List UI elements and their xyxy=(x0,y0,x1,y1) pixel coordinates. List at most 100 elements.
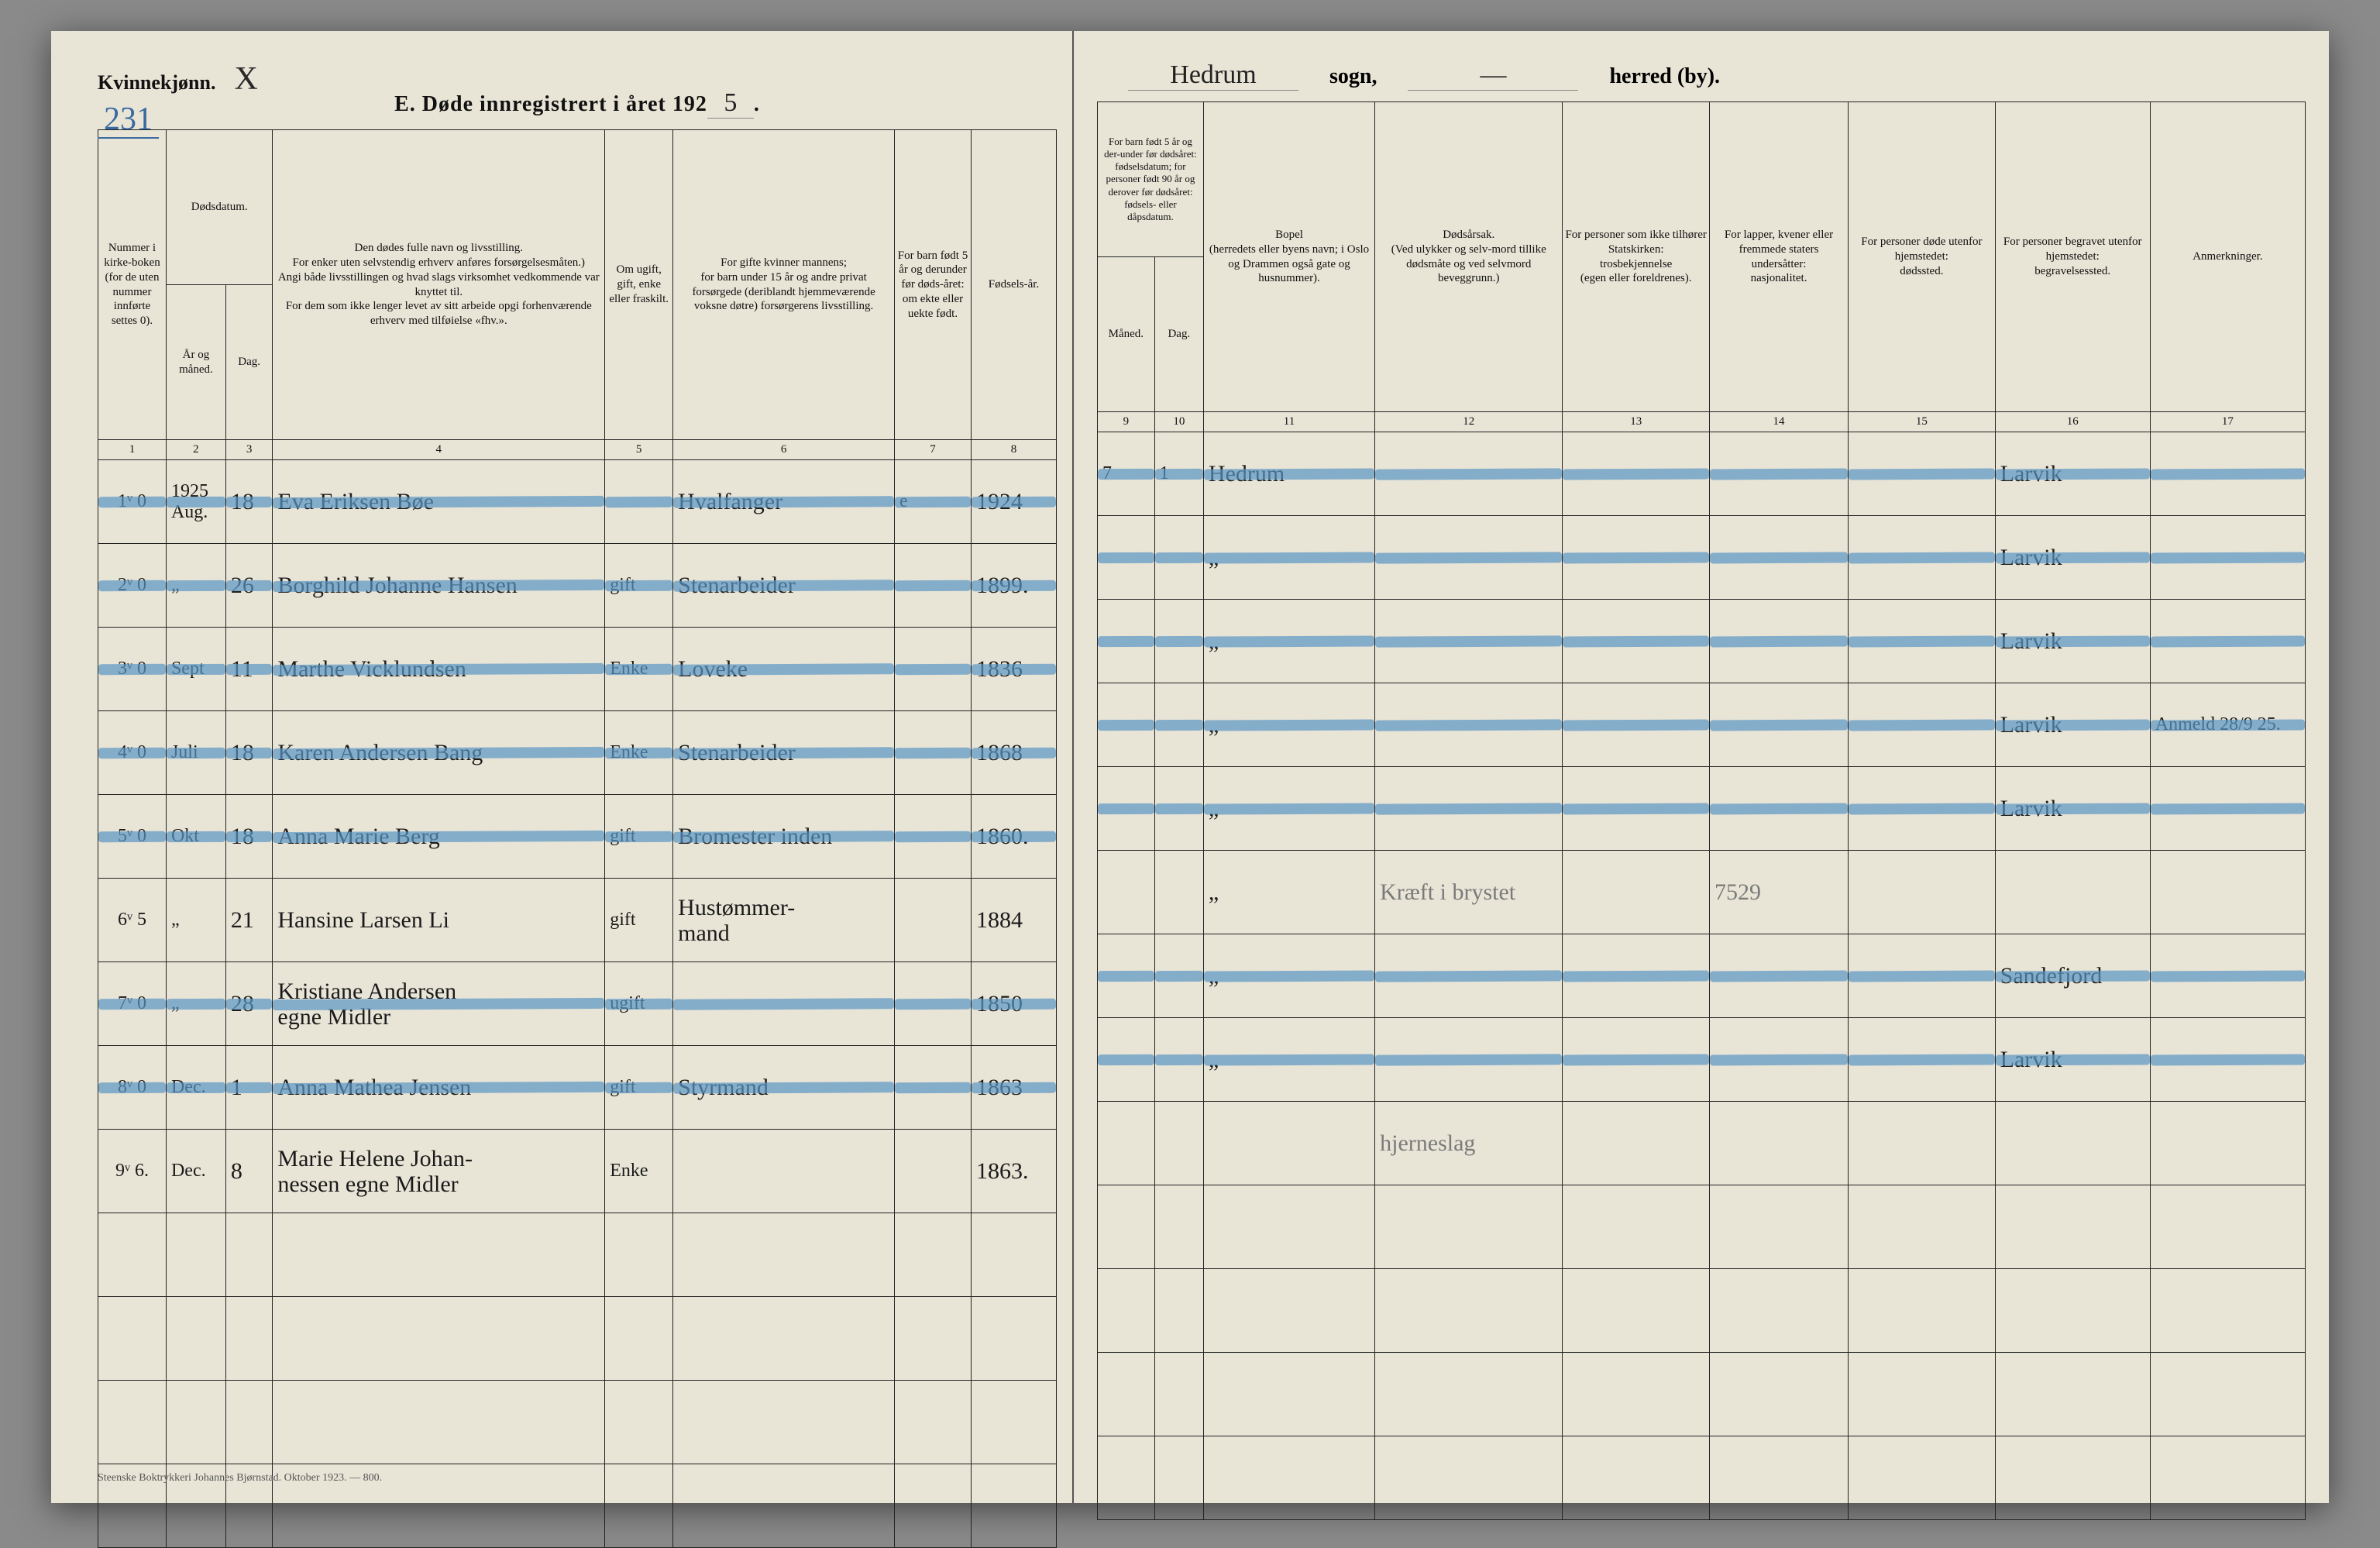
empty-cell xyxy=(1154,1269,1203,1353)
crayon-strike xyxy=(1204,803,1374,814)
provider-occupation: Hvalfanger xyxy=(673,460,895,544)
ekte-uekte-text: e xyxy=(899,491,908,511)
col9b-head: Dag. xyxy=(1154,257,1203,412)
provider-occupation: Bromester inden xyxy=(673,795,895,879)
empty-cell xyxy=(1203,1353,1374,1436)
residence-text: „ xyxy=(1209,628,1219,654)
empty-cell xyxy=(2150,1353,2305,1436)
crayon-strike xyxy=(1710,635,1848,647)
birth-year-text: 1924 xyxy=(976,489,1023,514)
death-day: 8 xyxy=(225,1130,272,1213)
entry-number: 8ᵛ 0 xyxy=(98,1046,167,1130)
nationality xyxy=(1709,600,1848,683)
colnum: 17 xyxy=(2150,412,2305,432)
death-year-month: Okt xyxy=(166,795,225,879)
nationality xyxy=(1709,432,1848,516)
table-row-empty xyxy=(98,1297,1057,1381)
table-row: „LarvikAnmeld 28/9 25. xyxy=(1098,683,2306,767)
empty-cell xyxy=(2150,1436,2305,1520)
birth-month xyxy=(1098,851,1155,934)
table-body-left: 1ᵛ 01925 Aug.18Eva Eriksen BøeHvalfanger… xyxy=(98,460,1057,1548)
burial-place-text: Larvik xyxy=(2000,796,2062,821)
empty-cell xyxy=(1203,1436,1374,1520)
crayon-strike xyxy=(895,1082,971,1093)
birth-year-text: 1899. xyxy=(976,573,1029,598)
provider-occupation: Stenarbeider xyxy=(673,711,895,795)
printer-footer: Steenske Boktrykkeri Johannes Bjørnstad.… xyxy=(98,1472,382,1484)
burial-place: Larvik xyxy=(1995,683,2150,767)
crayon-strike xyxy=(1204,635,1374,647)
birth-month xyxy=(1098,767,1155,851)
colnum-row-left: 1 2 3 4 5 6 7 8 xyxy=(98,440,1057,460)
sogn-label: sogn, xyxy=(1329,64,1377,89)
crayon-strike xyxy=(1155,719,1203,730)
nationality xyxy=(1709,1102,1848,1185)
religion xyxy=(1563,516,1710,600)
crayon-strike xyxy=(1155,970,1203,981)
gender-label: Kvinnekjønn. xyxy=(98,71,215,95)
marital-status: gift xyxy=(605,879,673,962)
table-row-empty xyxy=(98,1381,1057,1464)
colnum: 2 xyxy=(166,440,225,460)
table-body-right: 71HedrumLarvik„Larvik„Larvik„LarvikAnmel… xyxy=(1098,432,2306,1520)
marital-status-text: gift xyxy=(610,910,635,930)
marital-status: gift xyxy=(605,795,673,879)
crayon-strike xyxy=(1710,552,1848,563)
burial-place-text: Larvik xyxy=(2000,545,2062,570)
table-header-left: Nummer i kirke-boken (for de uten nummer… xyxy=(98,130,1057,460)
burial-place-text: Larvik xyxy=(2000,1047,2062,1072)
crayon-strike xyxy=(1204,1054,1374,1065)
col6-head: For gifte kvinner mannens; for barn unde… xyxy=(673,130,895,440)
crayon-strike xyxy=(1098,635,1154,646)
birth-year: 1899. xyxy=(971,544,1056,628)
empty-cell xyxy=(1563,1353,1710,1436)
death-day-text: 11 xyxy=(231,656,253,682)
empty-cell xyxy=(273,1213,605,1297)
crayon-strike xyxy=(1098,1054,1154,1065)
marital-status-text: gift xyxy=(610,826,635,846)
empty-cell xyxy=(225,1381,272,1464)
empty-cell xyxy=(1709,1185,1848,1269)
burial-place: Sandefjord xyxy=(1995,934,2150,1018)
entry-number-text: 7ᵛ 0 xyxy=(118,993,146,1013)
birth-year-text: 1860. xyxy=(976,824,1029,849)
col14-head: For lapper, kvener eller fremmede stater… xyxy=(1709,102,1848,412)
table-row-empty xyxy=(1098,1269,2306,1353)
death-place xyxy=(1849,600,1996,683)
empty-cell xyxy=(1154,1185,1203,1269)
birth-year-text: 1863 xyxy=(976,1075,1023,1100)
entry-number: 9ᵛ 6. xyxy=(98,1130,167,1213)
birth-month-text: 7 xyxy=(1102,463,1112,483)
full-name-text: Eva Eriksen Bøe xyxy=(277,489,434,514)
crayon-strike xyxy=(1155,635,1203,646)
death-cause xyxy=(1375,1018,1563,1102)
residence: „ xyxy=(1203,600,1374,683)
death-year-month: Juli xyxy=(166,711,225,795)
death-place xyxy=(1849,851,1996,934)
empty-cell xyxy=(1995,1436,2150,1520)
empty-cell xyxy=(1995,1269,2150,1353)
col4-head: Den dødes fulle navn og livsstilling. Fo… xyxy=(273,130,605,440)
burial-place xyxy=(1995,851,2150,934)
col8-head: Fødsels-år. xyxy=(971,130,1056,440)
provider-occupation: Styrmand xyxy=(673,1046,895,1130)
entry-number: 2ᵛ 0 xyxy=(98,544,167,628)
marital-status-text: ugift xyxy=(610,993,645,1013)
death-place xyxy=(1849,516,1996,600)
colnum: 3 xyxy=(225,440,272,460)
remarks xyxy=(2150,1018,2305,1102)
full-name-text: Marie Helene Johan- nessen egne Midler xyxy=(277,1146,473,1197)
provider-occupation xyxy=(673,962,895,1046)
birth-month xyxy=(1098,934,1155,1018)
entry-number-text: 3ᵛ 0 xyxy=(118,659,146,679)
crayon-strike xyxy=(1204,552,1374,563)
herred-value: — xyxy=(1408,60,1578,91)
crayon-strike xyxy=(895,747,971,759)
remarks xyxy=(2150,600,2305,683)
entry-number-text: 4ᵛ 0 xyxy=(118,742,146,762)
provider-occupation-text: Hustømmer- mand xyxy=(678,895,795,946)
death-day-text: 1 xyxy=(231,1075,242,1100)
provider-occupation-text: Stenarbeider xyxy=(678,740,796,765)
crayon-strike xyxy=(2151,803,2305,814)
provider-occupation-text: Loveke xyxy=(678,656,748,682)
